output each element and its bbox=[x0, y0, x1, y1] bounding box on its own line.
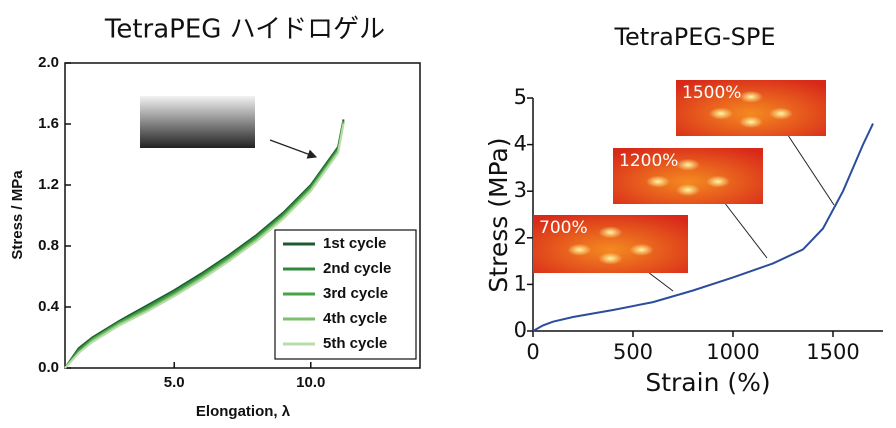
page: {"chart_data": [ {"type": "line", "title… bbox=[0, 0, 896, 428]
diffraction-spot bbox=[568, 244, 592, 256]
y-tick-label: 2.0 bbox=[38, 54, 59, 71]
diffraction-spot bbox=[706, 176, 730, 188]
diffraction-spot bbox=[739, 91, 763, 103]
annotation: 700% bbox=[539, 218, 588, 238]
chart-title: TetraPEG ハイドロゲル bbox=[104, 15, 385, 45]
diffraction-spot bbox=[709, 108, 733, 120]
y-tick-label: 0.4 bbox=[38, 298, 60, 315]
y-tick-label: 2 bbox=[514, 225, 527, 249]
y-tick-label: 4 bbox=[514, 132, 527, 156]
y-tick-label: 5 bbox=[514, 85, 527, 109]
x-tick-label: 1500 bbox=[806, 340, 859, 364]
diffraction-spot bbox=[599, 253, 623, 265]
pointer-line bbox=[726, 204, 768, 258]
legend-label: 5th cycle bbox=[323, 335, 387, 352]
y-tick-label: 1 bbox=[514, 271, 527, 295]
pointer-line bbox=[649, 273, 673, 291]
legend-label: 1st cycle bbox=[323, 235, 386, 252]
x-axis-label: Strain (%) bbox=[645, 368, 770, 397]
y-axis-label: Stress (MPa) bbox=[484, 137, 513, 292]
arrow bbox=[270, 140, 316, 157]
chart-title: TetraPEG-SPE bbox=[613, 23, 775, 51]
y-tick-label: 1.2 bbox=[38, 176, 59, 193]
x-tick-label: 1000 bbox=[706, 340, 759, 364]
diffraction-spot bbox=[769, 108, 793, 120]
diffraction-spot bbox=[676, 184, 700, 196]
annotation: 1200% bbox=[619, 151, 678, 171]
x-tick-label: 0 bbox=[526, 340, 539, 364]
annotation: 1500% bbox=[682, 83, 741, 103]
y-tick-label: 0.8 bbox=[38, 237, 59, 254]
y-tick-label: 0 bbox=[514, 318, 527, 342]
figure: TetraPEG ハイドロゲル 0.0 0.4 0.8 1.2 1.6 2.0 5.0 10.0… bbox=[0, 0, 896, 428]
pointer-line bbox=[789, 136, 835, 205]
inset-image bbox=[140, 96, 255, 148]
diffraction-spot bbox=[739, 116, 763, 128]
diffraction-spot bbox=[630, 244, 654, 256]
legend-label: 3rd cycle bbox=[323, 285, 388, 302]
diffraction-spot bbox=[599, 226, 623, 238]
diffraction-spot bbox=[646, 176, 670, 188]
y-tick-label: 0.0 bbox=[38, 359, 59, 376]
x-tick-label: 5.0 bbox=[164, 374, 185, 391]
diffraction-spot bbox=[676, 159, 700, 171]
x-tick-label: 500 bbox=[613, 340, 653, 364]
y-tick-label: 3 bbox=[514, 178, 527, 202]
y-axis-label: Stress / MPa bbox=[9, 170, 26, 260]
x-tick-label: 10.0 bbox=[296, 374, 325, 391]
y-tick-label: 1.6 bbox=[38, 115, 59, 132]
legend-label: 2nd cycle bbox=[323, 260, 391, 277]
legend-label: 4th cycle bbox=[323, 310, 387, 327]
x-axis-label: Elongation, λ bbox=[196, 403, 291, 420]
